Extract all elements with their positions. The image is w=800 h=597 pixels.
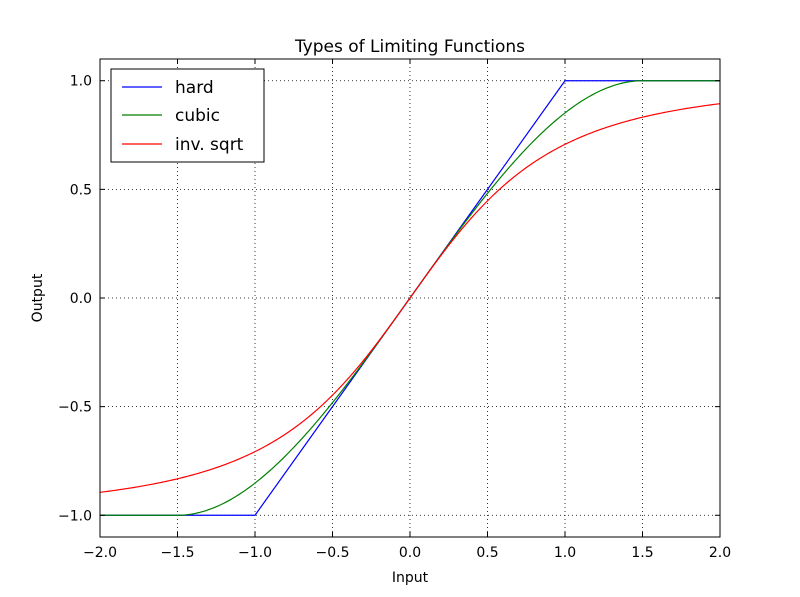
chart-title: Types of Limiting Functions xyxy=(294,37,525,57)
y-tick-label: −1.0 xyxy=(58,508,92,524)
x-tick-label: −1.5 xyxy=(161,545,195,561)
y-axis-label: Output xyxy=(30,273,46,322)
y-tick-label: −0.5 xyxy=(58,400,92,416)
y-tick-label: 0.5 xyxy=(70,182,92,198)
axis-ticks: −2.0 −1.5 −1.0 −0.5 0.0 0.5 1.0 1.5 2.0 −1.0 −0.5 0… xyxy=(58,59,731,561)
x-tick-label: −2.0 xyxy=(83,545,117,561)
y-tick-label: 1.0 xyxy=(70,74,92,90)
x-tick-label: −0.5 xyxy=(316,545,350,561)
x-tick-label: 2.0 xyxy=(709,545,731,561)
legend: hard cubic inv. sqrt xyxy=(110,68,265,163)
x-tick-label: 1.0 xyxy=(554,545,576,561)
x-tick-label: 0.5 xyxy=(476,545,498,561)
x-tick-label: 0.0 xyxy=(399,545,421,561)
legend-label-inv-sqrt: inv. sqrt xyxy=(175,135,244,155)
x-axis-label: Input xyxy=(392,570,429,586)
series-line-inv-sqrt xyxy=(99,103,721,493)
series-lines xyxy=(99,80,721,516)
legend-label-hard: hard xyxy=(175,78,214,98)
y-tick-label: 0.0 xyxy=(70,291,92,307)
x-tick-label: −1.0 xyxy=(238,545,272,561)
x-tick-label: 1.5 xyxy=(631,545,653,561)
legend-label-cubic: cubic xyxy=(175,106,220,126)
